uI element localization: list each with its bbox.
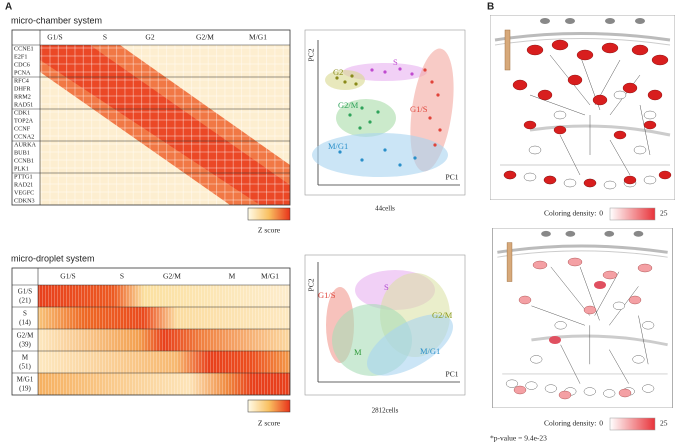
gene-label: RRM2 bbox=[14, 93, 31, 100]
legend-max: 25 bbox=[660, 419, 668, 428]
phase-label: M/G1 bbox=[249, 33, 267, 42]
gene-label: CCNB1 bbox=[14, 157, 34, 164]
row-count: (21) bbox=[19, 297, 31, 305]
gene-label: CDK1 bbox=[14, 109, 30, 116]
gene-label: RAD21 bbox=[14, 181, 33, 188]
gene-label: E2F1 bbox=[14, 53, 27, 60]
panel-label: B bbox=[487, 2, 494, 13]
gene-label: BUB1 bbox=[14, 149, 30, 156]
cell-count: 2812cells bbox=[372, 407, 399, 415]
cluster-label: M/G1 bbox=[328, 141, 348, 151]
cluster-label: G2 bbox=[333, 67, 343, 77]
cluster-label: M bbox=[354, 347, 362, 357]
phase-label: M/G1 bbox=[261, 272, 279, 281]
pca-clusters bbox=[326, 270, 453, 376]
panel-label: A bbox=[5, 2, 12, 13]
gene-label: CDC6 bbox=[14, 61, 30, 68]
cluster-label: S bbox=[393, 57, 398, 67]
gene-label: CCNF bbox=[14, 125, 31, 132]
row-phase: S bbox=[23, 310, 27, 318]
legend-max: 25 bbox=[660, 209, 668, 218]
droplet-heatmap bbox=[38, 285, 290, 395]
legend-min: 0 bbox=[599, 419, 603, 428]
phase-label: G1/S bbox=[60, 272, 75, 281]
cell-count: 44cells bbox=[375, 205, 395, 213]
pca-clusters bbox=[312, 48, 454, 177]
row-phase: G2/M bbox=[17, 332, 35, 340]
row-phase: G1/S bbox=[18, 288, 33, 296]
gene-label: CCNA2 bbox=[14, 133, 34, 140]
heatmap-frame bbox=[11, 29, 291, 206]
gene-label: RFC4 bbox=[14, 77, 29, 84]
row-count: (39) bbox=[19, 341, 31, 349]
phase-label: S bbox=[120, 272, 124, 281]
p-value: *p-value = 9.4e-23 bbox=[490, 434, 547, 443]
cluster-label: S bbox=[384, 282, 389, 292]
pathway-bottom-highlights bbox=[513, 257, 653, 400]
gene-label: DHFR bbox=[14, 85, 31, 92]
row-count: (51) bbox=[19, 363, 31, 371]
density-legend bbox=[609, 207, 656, 221]
axis-label: PC1 bbox=[446, 173, 459, 182]
legend-label: Z score bbox=[258, 419, 281, 428]
legend-label: Coloring density: bbox=[544, 419, 596, 428]
gene-label: CCNE1 bbox=[14, 45, 34, 52]
phase-label: G2/M bbox=[163, 272, 181, 281]
cluster-label: G1/S bbox=[318, 290, 336, 300]
legend-min: 0 bbox=[599, 209, 603, 218]
axis-label: PC2 bbox=[307, 48, 316, 61]
row-count: (19) bbox=[19, 385, 31, 393]
axis-label: PC2 bbox=[307, 278, 316, 291]
row-count: (14) bbox=[19, 319, 31, 327]
pathway-top-highlights bbox=[503, 39, 672, 188]
gene-label: RAD51 bbox=[14, 101, 33, 108]
phase-label: G2/M bbox=[196, 33, 214, 42]
legend-label: Coloring density: bbox=[544, 209, 596, 218]
heatmap-grid bbox=[40, 45, 290, 205]
section-title: micro-chamber system bbox=[11, 15, 102, 25]
z-legend bbox=[247, 399, 291, 413]
phase-label: M bbox=[229, 272, 236, 281]
row-phase: M/G1 bbox=[17, 376, 34, 384]
gene-label: AURKA bbox=[14, 141, 37, 148]
section-title: micro-droplet system bbox=[11, 253, 95, 263]
gene-label: TOP2A bbox=[14, 117, 34, 124]
gene-label: VEGFC bbox=[14, 189, 34, 196]
phase-label: S bbox=[103, 33, 107, 42]
gene-label: PLK1 bbox=[14, 165, 29, 172]
gene-label: CDKN3 bbox=[14, 197, 35, 204]
cluster-label: M/G1 bbox=[420, 346, 440, 356]
density-legend bbox=[609, 417, 656, 431]
row-phase: M bbox=[22, 354, 29, 362]
cluster-label: G2/M bbox=[432, 310, 453, 320]
gene-label: PCNA bbox=[14, 69, 31, 76]
cluster-label: G1/S bbox=[410, 104, 428, 114]
z-legend bbox=[247, 207, 291, 221]
axis-label: PC1 bbox=[446, 370, 459, 379]
phase-label: G1/S bbox=[47, 33, 62, 42]
legend-label: Z score bbox=[258, 226, 281, 235]
phase-label: G2 bbox=[145, 33, 154, 42]
gene-label: PTTG1 bbox=[14, 173, 33, 180]
cluster-label: G2/M bbox=[338, 100, 359, 110]
